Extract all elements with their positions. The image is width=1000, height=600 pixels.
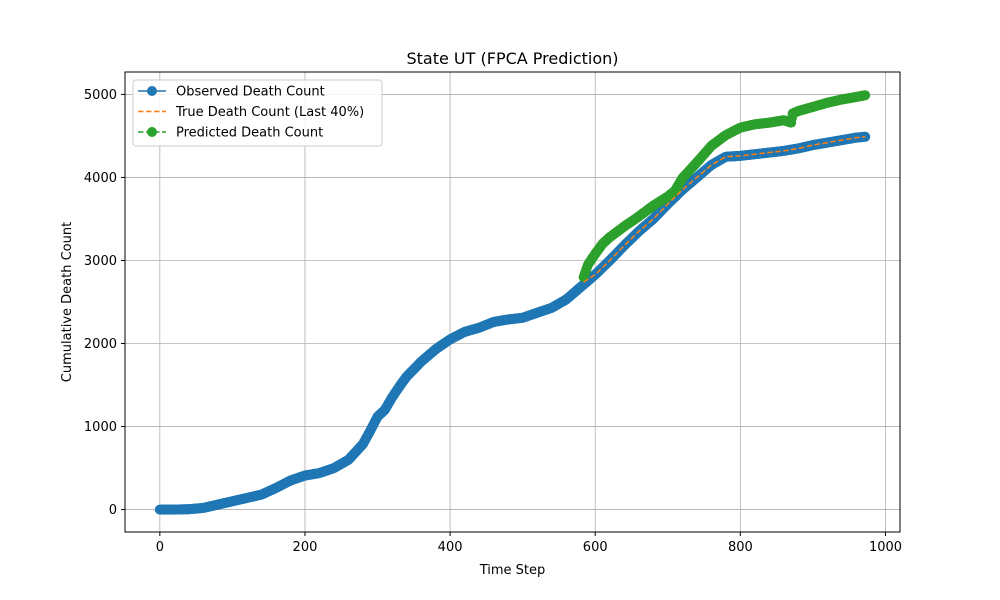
y-axis-label: Cumulative Death Count [60,222,75,382]
series-layer [154,90,871,515]
y-tick-label: 1000 [84,420,117,435]
x-tick-label: 200 [293,540,318,555]
legend-item: Predicted Death Count [138,126,323,141]
y-tick-label: 0 [109,503,117,518]
legend: Observed Death Count True Death Count (La… [132,79,383,147]
legend-box [132,79,383,147]
legend-swatch-marker [147,127,157,137]
x-axis-label: Time Step [479,563,546,578]
legend-label: Predicted Death Count [176,126,323,141]
legend-label: Observed Death Count [176,85,325,100]
chart-title: State UT (FPCA Prediction) [406,49,618,68]
x-tick-label: 600 [583,540,608,555]
x-tick-label: 800 [728,540,753,555]
plot-frame [124,71,901,533]
series-line [583,136,866,283]
grid [125,72,900,532]
legend-item: Observed Death Count [138,85,325,100]
legend-item: True Death Count (Last 40%) [138,105,364,120]
x-tick-label: 1000 [869,540,902,555]
y-tick-label: 2000 [84,337,117,352]
y-tick-label: 5000 [84,88,117,103]
series-true-death-count-last-40 [583,136,866,283]
series-marker [860,90,871,101]
y-tick-label: 4000 [84,171,117,186]
ticks: 0 200 400 600 800 1000 0 1000 2000 3000 4000 5000 [84,88,902,555]
legend-label: True Death Count (Last 40%) [175,105,364,120]
y-tick-label: 3000 [84,254,117,269]
x-tick-label: 0 [156,540,164,555]
x-tick-label: 400 [438,540,463,555]
series-predicted-death-count [578,90,871,283]
legend-swatch-marker [147,86,157,96]
